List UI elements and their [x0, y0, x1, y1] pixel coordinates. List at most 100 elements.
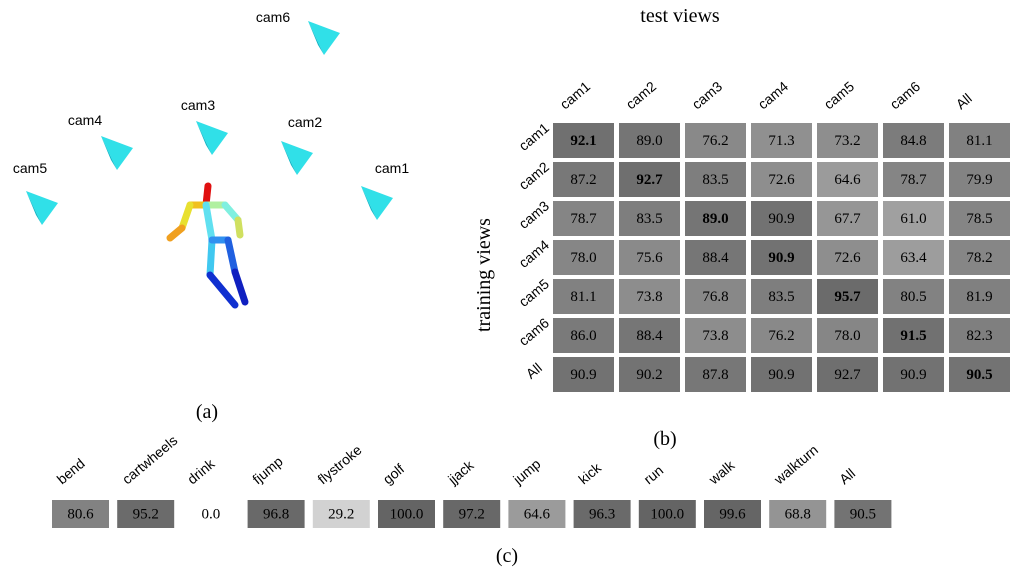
cell-value: 73.8 [702, 328, 728, 344]
cell-value: 92.1 [570, 133, 596, 149]
cell-value: 76.2 [768, 328, 794, 344]
column-label: golf [380, 460, 408, 487]
column-label: All [953, 90, 975, 112]
cell-value: 89.0 [636, 133, 662, 149]
column-label: bend [54, 455, 88, 487]
camera [361, 186, 393, 220]
cell-value: 78.7 [900, 172, 927, 188]
cell-value: 90.9 [768, 250, 794, 266]
cell-value: 92.7 [834, 367, 861, 383]
skeleton [170, 186, 245, 305]
row-label: All [523, 360, 545, 382]
cell-value: 88.4 [636, 328, 663, 344]
cell-value: 81.9 [966, 289, 992, 305]
row-label: cam2 [516, 158, 553, 192]
column-label: cam1 [557, 78, 594, 112]
row-label: cam6 [516, 314, 553, 348]
cell-value: 100.0 [390, 506, 424, 522]
cell-value: 87.2 [570, 172, 596, 188]
column-label: kick [575, 459, 605, 487]
cell-value: 96.8 [263, 506, 289, 522]
cell-value: 29.2 [328, 506, 354, 522]
cell-value: 63.4 [900, 250, 927, 266]
cell-value: 87.8 [702, 367, 728, 383]
cell-value: 82.3 [966, 328, 992, 344]
cell-value: 64.6 [834, 172, 861, 188]
cell-value: 90.5 [966, 367, 992, 383]
column-label: cam5 [821, 78, 858, 112]
cell-value: 100.0 [650, 506, 684, 522]
camera-label: cam1 [375, 160, 409, 176]
cell-value: 83.5 [768, 289, 794, 305]
row-label: cam5 [516, 275, 553, 309]
camera [26, 191, 58, 225]
cell-value: 90.5 [850, 506, 876, 522]
cell-value: 72.6 [768, 172, 795, 188]
cell-value: 0.0 [202, 506, 221, 522]
column-label: jjack [444, 456, 477, 488]
cell-value: 99.6 [719, 506, 746, 522]
camera [196, 121, 228, 155]
cell-value: 79.9 [966, 172, 992, 188]
x-title: test views [640, 5, 720, 27]
cell-value: 90.9 [768, 211, 794, 227]
caption: (c) [496, 545, 518, 567]
camera-label: cam3 [181, 97, 215, 113]
camera [281, 141, 313, 175]
figure: cam1 cam2 cam3 cam4 cam5 cam6 (a) test views tra… [0, 0, 1015, 581]
caption: (a) [196, 401, 218, 423]
cell-value: 91.5 [900, 328, 926, 344]
cell-value: 61.0 [900, 211, 926, 227]
cell-value: 78.0 [834, 328, 860, 344]
camera-label: cam5 [13, 160, 47, 176]
cell-value: 86.0 [570, 328, 596, 344]
column-label: cam6 [887, 78, 924, 112]
column-label: drink [184, 455, 218, 487]
cell-value: 81.1 [570, 289, 596, 305]
camera-label: cam6 [256, 9, 290, 25]
cell-value: 92.7 [636, 172, 663, 188]
column-label: fjump [249, 453, 286, 487]
cell-value: 78.0 [570, 250, 596, 266]
cell-value: 97.2 [459, 506, 485, 522]
column-label: cam4 [755, 78, 792, 112]
column-label: run [640, 462, 666, 487]
cell-value: 64.6 [524, 506, 551, 522]
caption: (b) [653, 428, 676, 450]
cell-value: 88.4 [702, 250, 729, 266]
column-label: walk [705, 456, 738, 488]
column-label: cam3 [689, 78, 726, 112]
cell-value: 75.6 [636, 250, 663, 266]
cell-value: 73.2 [834, 133, 860, 149]
page: cam1 cam2 cam3 cam4 cam5 cam6 (a) test views tra… [0, 0, 1015, 581]
cell-value: 95.7 [834, 289, 861, 305]
row-label: cam1 [516, 119, 553, 153]
cell-value: 83.5 [702, 172, 728, 188]
cell-value: 90.9 [570, 367, 596, 383]
column-label: walkturn [770, 442, 821, 488]
cell-value: 84.8 [900, 133, 926, 149]
camera [101, 136, 133, 170]
cell-value: 90.9 [900, 367, 926, 383]
column-label: flystroke [314, 441, 364, 487]
cell-value: 73.8 [636, 289, 662, 305]
y-title: training views [473, 218, 495, 332]
cell-value: 68.8 [785, 506, 811, 522]
cell-value: 78.2 [966, 250, 992, 266]
camera-label: cam2 [288, 114, 322, 130]
column-label: cartwheels [119, 432, 181, 487]
cell-value: 90.9 [768, 367, 794, 383]
column-label: jump [509, 455, 543, 488]
cell-value: 76.8 [702, 289, 728, 305]
cell-value: 78.7 [570, 211, 597, 227]
row-label: cam3 [516, 197, 553, 231]
cell-value: 72.6 [834, 250, 861, 266]
column-label: All [836, 465, 858, 487]
cell-value: 80.6 [67, 506, 94, 522]
column-label: cam2 [623, 78, 660, 112]
cell-value: 81.1 [966, 133, 992, 149]
cell-value: 83.5 [636, 211, 662, 227]
cell-value: 67.7 [834, 211, 861, 227]
cell-value: 80.5 [900, 289, 926, 305]
cell-value: 90.2 [636, 367, 662, 383]
